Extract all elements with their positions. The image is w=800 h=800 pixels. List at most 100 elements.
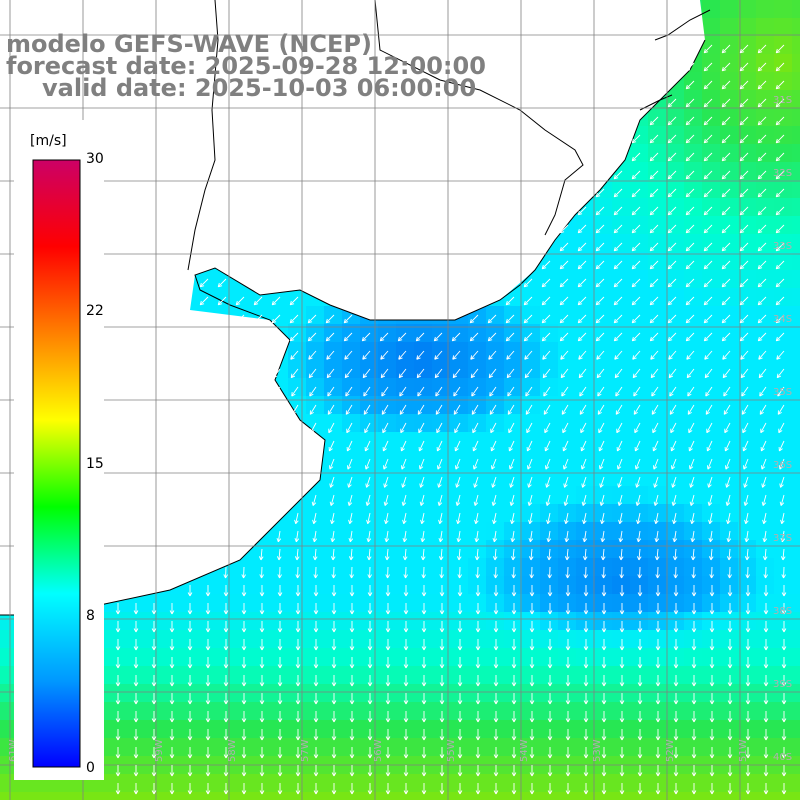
wind-arrow — [151, 711, 157, 723]
wind-arrow — [457, 621, 463, 633]
wind-arrow — [457, 639, 463, 651]
wind-arrow — [559, 224, 569, 234]
wind-arrow — [634, 458, 641, 470]
wind-arrow — [673, 639, 679, 651]
wind-arrow — [655, 783, 661, 795]
wind-arrow — [631, 224, 641, 234]
wind-arrow — [685, 242, 695, 252]
wind-arrow — [721, 278, 731, 288]
wind-arrow — [474, 548, 480, 561]
wind-arrow — [670, 440, 677, 452]
wind-cell — [630, 558, 649, 577]
wind-cell — [90, 792, 109, 800]
wind-arrow — [349, 621, 355, 633]
wind-cell — [792, 54, 800, 73]
wind-cell — [756, 720, 775, 739]
wind-arrow — [115, 639, 121, 651]
wind-arrow — [241, 711, 247, 723]
wind-arrow — [474, 530, 480, 543]
wind-arrow — [745, 765, 751, 777]
wind-arrow — [651, 386, 659, 397]
wind-cell — [756, 702, 775, 721]
wind-cell — [522, 684, 541, 703]
wind-arrow — [615, 386, 623, 397]
wind-arrow — [325, 332, 335, 342]
wind-arrow — [289, 332, 299, 342]
wind-cell — [504, 558, 523, 577]
wind-arrow — [757, 188, 767, 198]
wind-arrow — [741, 386, 749, 397]
wind-arrow — [510, 530, 516, 543]
wind-cell — [522, 576, 541, 595]
wind-arrow — [199, 296, 209, 306]
wind-cell — [486, 576, 505, 595]
wind-cell — [234, 756, 253, 775]
wind-arrow — [469, 314, 479, 324]
wind-arrow — [492, 548, 498, 561]
wind-arrow — [349, 693, 355, 705]
wind-arrow — [739, 242, 749, 252]
wind-cell — [576, 666, 595, 685]
wind-cell — [684, 630, 703, 649]
wind-cell — [270, 612, 289, 631]
wind-arrow — [328, 440, 335, 452]
wind-arrow — [169, 603, 175, 615]
wind-arrow — [757, 170, 767, 180]
wind-arrow — [401, 494, 407, 506]
wind-arrow — [187, 783, 193, 795]
wind-cell — [270, 756, 289, 775]
wind-arrow — [709, 657, 715, 669]
wind-arrow — [614, 350, 623, 360]
wind-cell — [684, 558, 703, 577]
wind-cell — [630, 630, 649, 649]
wind-arrow — [313, 711, 319, 723]
wind-arrow — [223, 747, 229, 759]
wind-arrow — [775, 206, 785, 216]
wind-arrow — [667, 278, 677, 288]
wind-arrow — [493, 657, 499, 669]
wind-arrow — [742, 440, 749, 452]
wind-cell — [558, 738, 577, 757]
wind-cell — [450, 702, 469, 721]
wind-arrow — [763, 783, 769, 795]
wind-arrow — [457, 566, 462, 579]
wind-arrow — [277, 675, 283, 687]
wind-cell — [630, 720, 649, 739]
wind-cell — [126, 792, 145, 800]
wind-cell — [252, 684, 271, 703]
wind-cell — [522, 738, 541, 757]
wind-arrow — [667, 224, 677, 234]
wind-arrow — [223, 693, 229, 705]
wind-cell — [666, 720, 685, 739]
lat-label: 32S — [773, 168, 792, 179]
wind-arrow — [632, 368, 641, 379]
wind-arrow — [343, 332, 353, 342]
wind-cell — [36, 792, 55, 800]
wind-cell — [540, 612, 559, 631]
wind-arrow — [385, 585, 391, 597]
wind-cell — [162, 630, 181, 649]
wind-arrow — [726, 512, 731, 525]
wind-arrow — [583, 657, 589, 669]
wind-cell — [504, 576, 523, 595]
wind-arrow — [565, 657, 571, 669]
wind-arrow — [762, 530, 768, 543]
wind-cell — [738, 684, 757, 703]
wind-arrow — [510, 512, 515, 525]
wind-arrow — [421, 639, 427, 651]
wind-arrow — [241, 585, 247, 597]
wind-arrow — [290, 350, 299, 360]
wind-cell — [594, 612, 613, 631]
wind-cell — [630, 612, 649, 631]
wind-arrow — [433, 332, 443, 342]
wind-cell — [486, 666, 505, 685]
wind-arrow — [253, 296, 263, 306]
wind-arrow — [329, 476, 335, 488]
wind-arrow — [706, 440, 713, 452]
wind-arrow — [705, 404, 713, 415]
wind-arrow — [169, 675, 175, 687]
wind-arrow — [169, 747, 175, 759]
wind-arrow — [563, 494, 569, 506]
wind-arrow — [472, 440, 479, 452]
lat-label: 31S — [773, 95, 792, 106]
